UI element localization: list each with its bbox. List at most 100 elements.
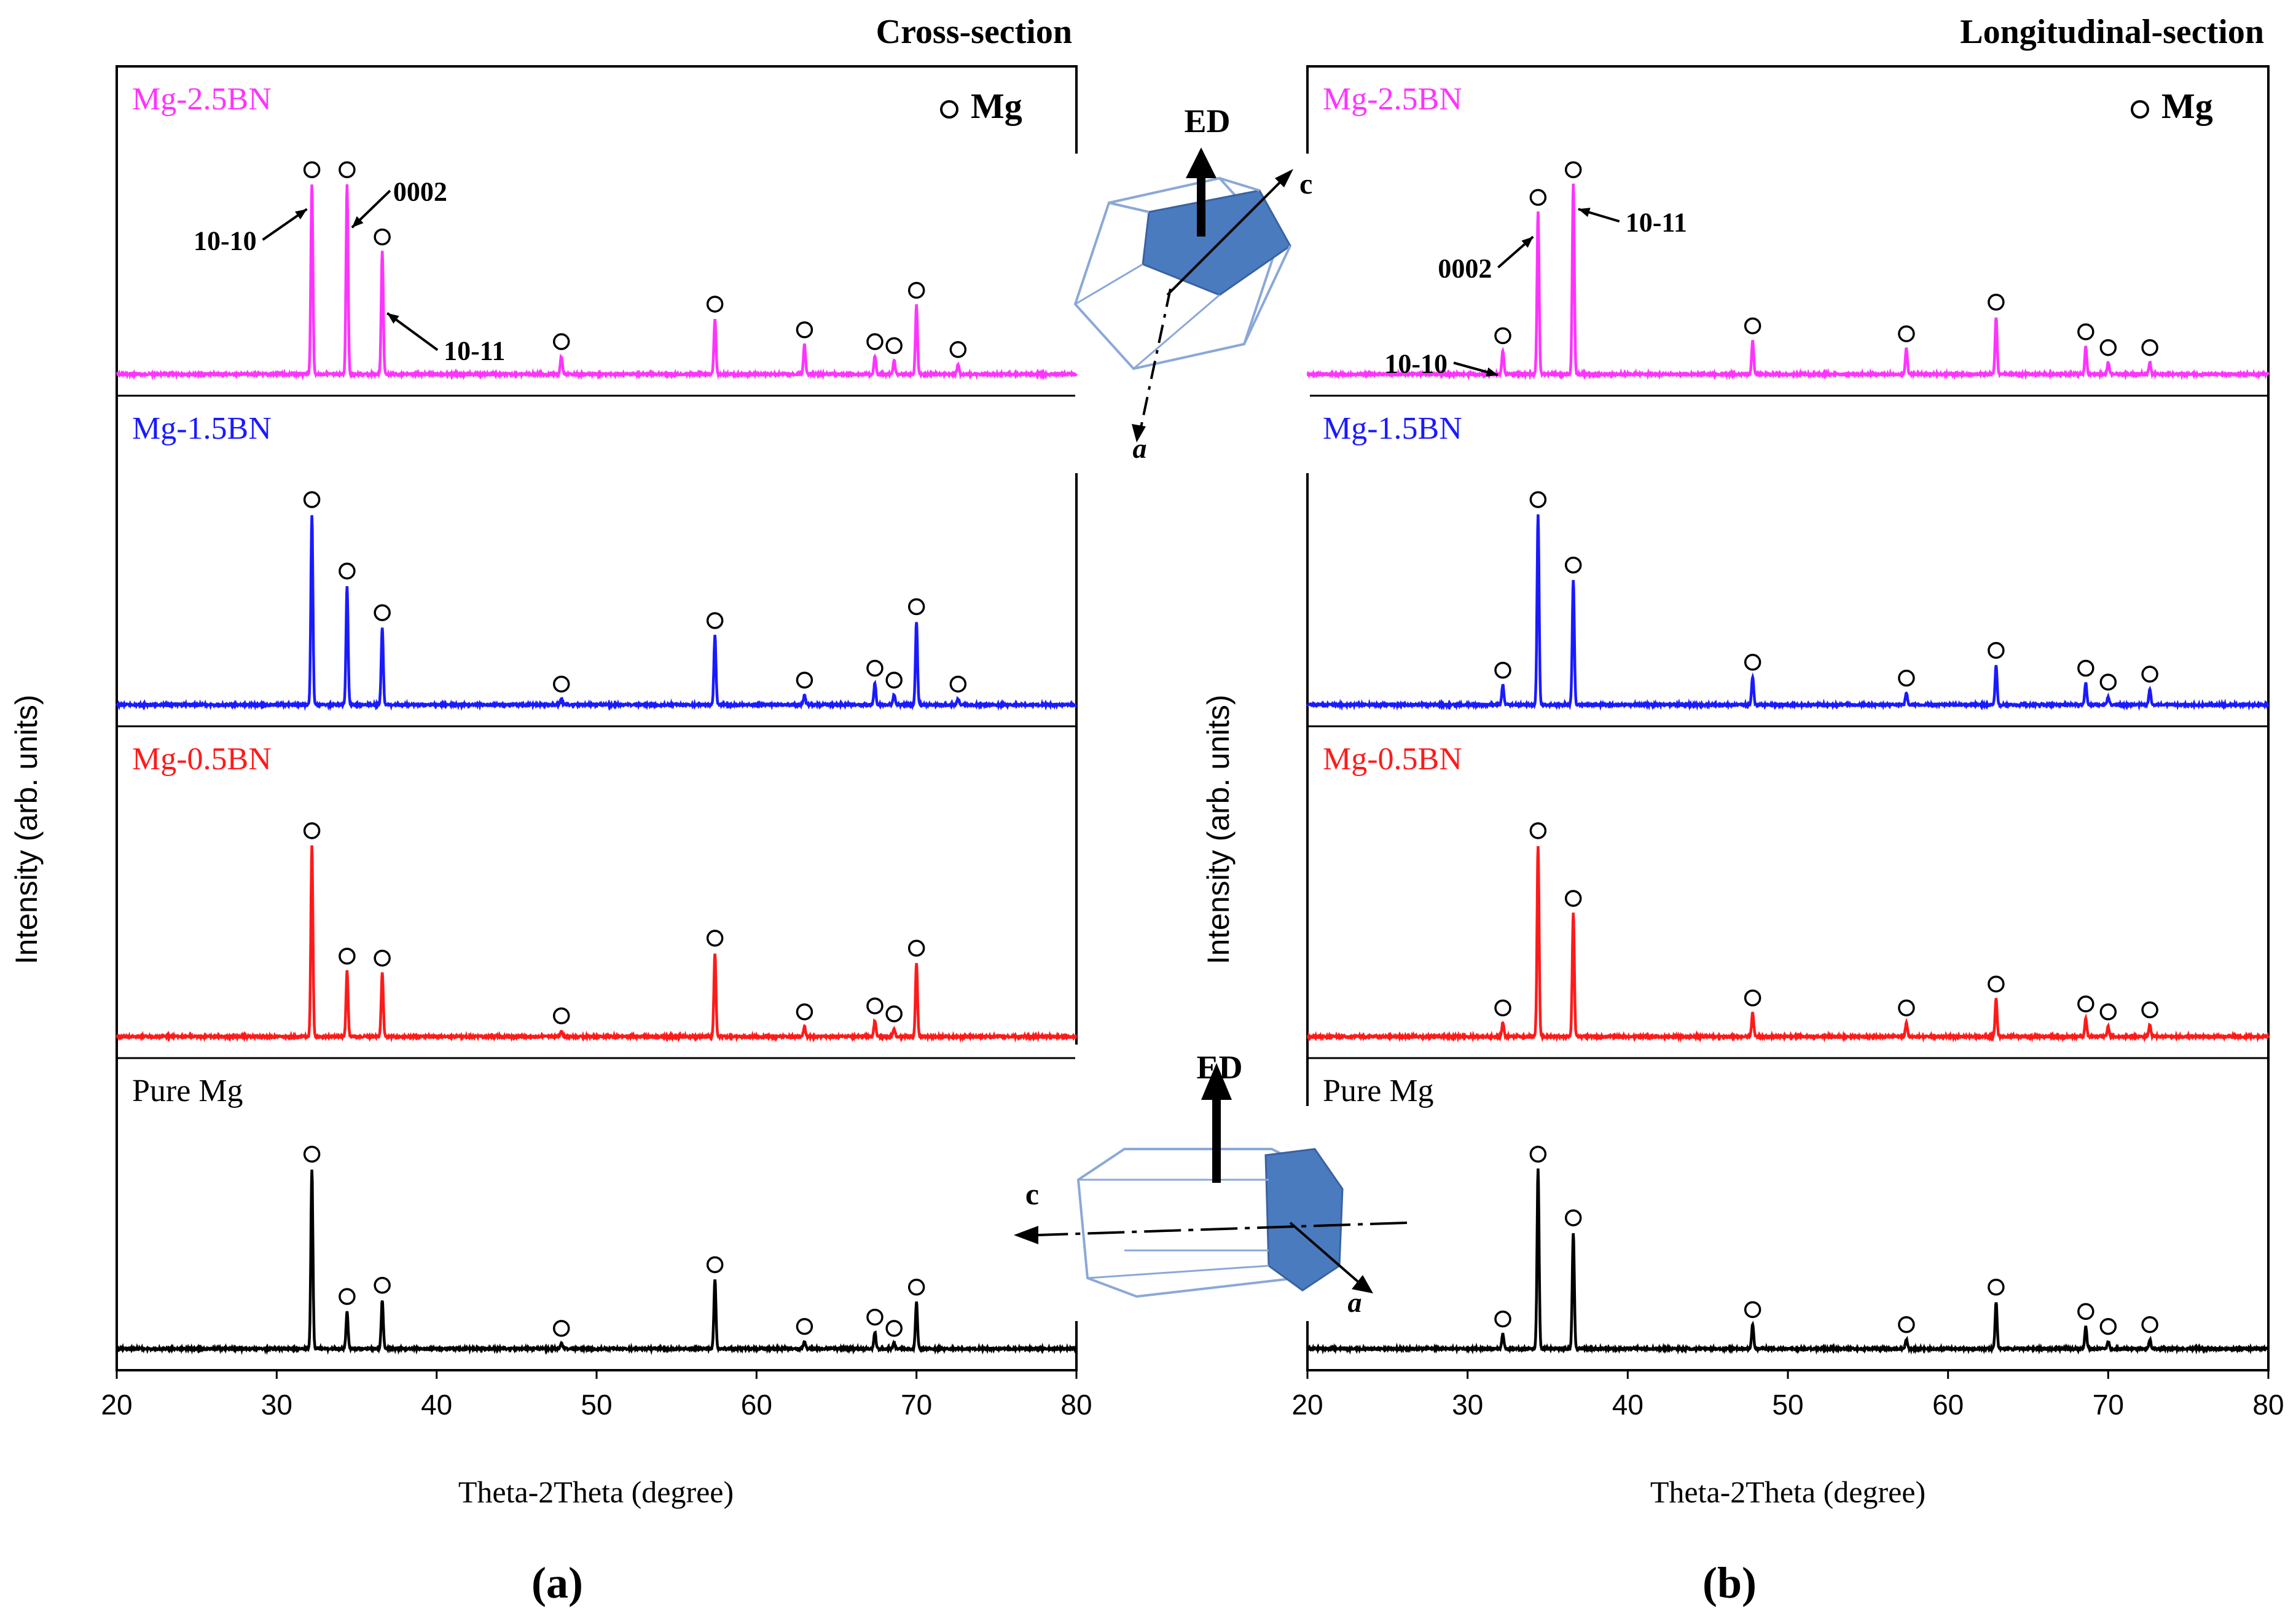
peak-index-label: 10-10 [1384,348,1448,379]
peak-marker-icon [1988,641,2005,659]
hcp-edge [1243,245,1291,345]
x-tick-label: 30 [1452,1389,1483,1421]
diffraction-line [116,515,1078,712]
series-label: Mg-0.5BN [132,742,272,777]
peak-marker-icon [866,659,884,677]
x-tick-label: 50 [1772,1389,1803,1421]
hcp-edge [1219,177,1260,192]
peak-marker-icon [303,491,321,508]
series-mg-2-5bn: Mg-2.5BN 10-10 0002 10-11 [1306,82,2270,381]
peak-marker-icon [2141,1316,2158,1333]
annotation-arrowhead-icon [351,216,364,228]
peak-marker-icon [552,333,570,350]
peak-marker-icon [2141,665,2158,683]
peak-marker-icon [1744,654,1761,671]
annotation-arrowhead-icon [1486,367,1499,377]
crystal-schematic-bottom: ED c a [1014,1049,1408,1318]
peak-marker-icon [2099,1003,2117,1021]
hcp-edge [1075,263,1143,305]
peak-marker-icon [2141,1001,2158,1019]
peak-index-label: 0002 [393,176,447,206]
panel-a-label: (a) [531,1558,583,1607]
series-label: Pure Mg [1323,1073,1434,1108]
ed-label-bottom: ED [1196,1049,1242,1086]
panel-a-ylabel: Intensity (arb. units) [9,694,44,964]
peak-marker-icon [1898,999,1915,1017]
peak-marker-icon [339,562,356,580]
peak-marker-icon [866,997,884,1014]
annotation-arrowhead-icon [295,209,307,220]
series-label: Mg-1.5BN [132,411,272,446]
peak-marker-icon [1529,1145,1547,1163]
peak-marker-icon [796,1318,813,1335]
peak-marker-icon [374,604,391,621]
a-axis-line [1138,288,1172,434]
x-tick-label: 70 [901,1389,932,1421]
peak-marker-icon [885,337,903,355]
a-axis-arrow-icon [1132,424,1146,442]
series-label: Pure Mg [132,1073,243,1108]
peak-marker-icon [2099,339,2117,356]
diffraction-line [1306,846,2270,1043]
x-tick-label: 60 [1932,1389,1964,1421]
series-pure-mg: Pure Mg [1306,1073,2270,1355]
legend-circle-icon [2131,100,2149,119]
hcp-edge [1133,294,1220,370]
peak-marker-icon [2077,323,2094,340]
x-tick-label: 40 [1612,1389,1644,1421]
peak-marker-icon [1494,661,1511,679]
ed-arrow-icon [1186,147,1217,178]
peak-marker-icon [1529,822,1547,839]
peak-marker-icon [2099,1318,2117,1335]
series-label: Mg-2.5BN [1323,82,1462,117]
diffraction-line [1306,514,2270,712]
peak-marker-icon [706,930,724,947]
peak-index-label: 10-10 [194,226,257,256]
series-mg-0-5bn: Mg-0.5BN [1306,742,2270,1043]
series-pure-mg: Pure Mg [116,1073,1078,1355]
diffraction-line [116,845,1078,1043]
frame-gap [1075,154,1084,473]
peak-marker-icon [907,281,925,299]
peak-marker-icon [866,1308,884,1326]
panel-a-plot: 20 30 40 50 60 70 80MgMg-2.5BN10-10000210-11Mg… [101,65,1092,1421]
peak-marker-icon [706,1256,724,1273]
x-tick-label: 50 [581,1389,612,1421]
hcp-edge [1087,1265,1269,1279]
c-axis-arrow-icon [1275,169,1293,187]
x-tick-label: 20 [1291,1389,1323,1421]
ed-label-top: ED [1184,103,1230,139]
basal-plane-face [1142,189,1291,296]
peak-marker-icon [706,296,724,313]
peak-marker-icon [339,947,356,965]
peak-marker-icon [374,228,391,246]
a-axis-arrow-icon [1352,1275,1373,1293]
peak-marker-icon [2099,673,2117,691]
peak-marker-icon [303,161,321,179]
peak-marker-icon [374,1277,391,1294]
peak-marker-icon [552,675,570,693]
peak-marker-icon [907,598,925,616]
x-tick-label: 40 [421,1389,452,1421]
peak-marker-icon [339,1288,356,1305]
x-tick-label: 80 [1060,1389,1092,1421]
legend-circle-icon [940,100,958,119]
peak-marker-icon [885,672,903,689]
frame-gap [1299,154,1310,473]
peak-marker-icon [1529,189,1547,206]
crystal-schematic-top: ED c a [1073,103,1312,464]
panel-b-title: Longitudinal-section [1960,13,2264,51]
c-axis-label-top: c [1299,168,1312,200]
series-mg-1-5bn: Mg-1.5BN [116,411,1078,712]
c-axis-label-bottom: c [1025,1177,1039,1211]
annotation-arrowhead-icon [387,313,399,324]
peak-index-label: 0002 [1438,253,1492,283]
peak-marker-icon [796,1003,813,1021]
diffraction-line [116,1169,1078,1355]
peak-marker-icon [1529,491,1547,508]
peak-marker-icon [374,949,391,967]
series-mg-0-5bn: Mg-0.5BN [116,742,1078,1043]
peak-marker-icon [303,1145,321,1163]
annotation-arrowhead-icon [1521,237,1534,248]
